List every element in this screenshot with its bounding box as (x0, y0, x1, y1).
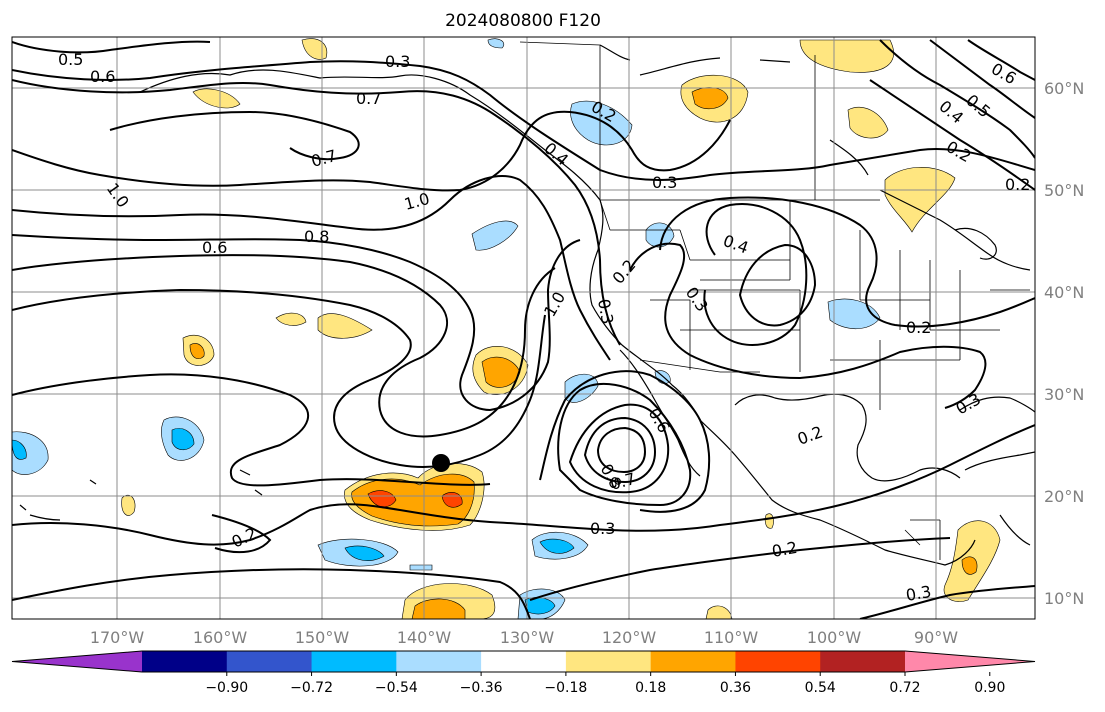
anomaly-negative (487, 38, 505, 49)
anomaly-positive (764, 513, 774, 529)
lat-label: 60°N (1044, 79, 1084, 98)
lat-label: 10°N (1044, 589, 1084, 608)
lat-label: 20°N (1044, 487, 1084, 506)
contour-label: 0.2 (1005, 175, 1030, 194)
contour-label: 0.6 (202, 238, 227, 257)
contour-label: 0.3 (594, 297, 617, 325)
colorbar-segment (565, 651, 652, 672)
anomaly-negative (12, 439, 27, 460)
colorbar-tick-label: −0.90 (205, 680, 248, 696)
colorbar-segment (481, 651, 567, 672)
colorbar-segment (650, 651, 736, 672)
lon-label: 100°W (807, 628, 862, 647)
anomaly-positive (275, 312, 307, 326)
map-panel: 0.5 0.6 0.3 0.7 0.2 0.7 1.0 1.0 0.8 0.6 … (12, 37, 1035, 619)
lon-label: 130°W (500, 628, 555, 647)
colorbar-segment (820, 651, 906, 672)
contour-label: 0.7 (356, 89, 381, 108)
contour-label: 0.3 (385, 52, 410, 71)
anomaly-positive (705, 605, 733, 619)
anomaly-negative (409, 564, 433, 571)
map-frame (11, 36, 1036, 620)
anomaly-positive (847, 106, 889, 139)
colorbar-segment (396, 651, 482, 672)
anomaly-negative (570, 100, 633, 146)
lon-label: 170°W (90, 628, 145, 647)
colorbar-tick-label: −0.36 (460, 680, 503, 696)
colorbar-tick-label: 0.90 (974, 680, 1005, 696)
contour-label: 0.3 (904, 582, 932, 605)
colorbar-tick-label: 0.72 (889, 680, 920, 696)
lon-label: 140°W (397, 628, 452, 647)
lon-label: 150°W (295, 628, 350, 647)
colorbar-segment (735, 651, 821, 672)
colorbar-segment (226, 651, 313, 672)
anomaly-positive (121, 494, 136, 516)
longitude-labels: 170°W 160°W 150°W 140°W 130°W 120°W 110°… (90, 628, 958, 647)
figure-title: 2024080800 F120 (445, 11, 601, 31)
anomaly-positive (884, 167, 956, 233)
anomaly-positive (961, 556, 978, 575)
storm-position-dot (432, 454, 450, 472)
colorbar-outline (11, 650, 1036, 673)
colorbar: −0.90 −0.72 −0.54 −0.36 −0.18 0.18 0.36 0.54 0.7… (11, 650, 1036, 696)
contour-label: 0.2 (906, 318, 931, 337)
anomaly-positive (192, 88, 241, 109)
lat-label: 50°N (1044, 181, 1084, 200)
anomaly-negative (171, 428, 195, 451)
lon-label: 110°W (704, 628, 759, 647)
anomaly-negative (12, 431, 49, 475)
anomaly-positive (189, 343, 205, 359)
colorbar-tick-label: 0.18 (635, 680, 666, 696)
contour-label: 0.5 (58, 50, 83, 69)
latitude-labels: 60°N 50°N 40°N 30°N 20°N 10°N (1044, 79, 1084, 608)
lon-label: 120°W (602, 628, 657, 647)
lon-label: 90°W (914, 628, 958, 647)
colorbar-tick-label: −0.54 (375, 680, 418, 696)
anomaly-positive (317, 313, 373, 339)
contour-label: 0.3 (652, 173, 677, 192)
anomaly-negative (344, 545, 385, 561)
anomaly-positive (411, 598, 466, 619)
colorbar-tick-label: 0.36 (720, 680, 751, 696)
contour-lines (12, 39, 1035, 619)
colorbar-tick-label: 0.54 (805, 680, 836, 696)
colorbar-segment (142, 651, 228, 672)
colorbar-extend-low (12, 651, 142, 672)
colorbar-tick-label: −0.72 (290, 680, 333, 696)
anomaly-positive (367, 490, 397, 508)
contour-label: 0.6 (90, 67, 115, 86)
political-borders (519, 41, 1030, 560)
colorbar-extend-high (905, 651, 1035, 672)
lat-label: 30°N (1044, 385, 1084, 404)
contour-label: 0.8 (304, 227, 329, 246)
colorbar-tick-label: −0.18 (544, 680, 587, 696)
contour-label: 0.3 (590, 519, 615, 538)
anomaly-positive (301, 38, 328, 60)
anomaly-negative (539, 538, 575, 554)
colorbar-segment (311, 651, 397, 672)
lat-label: 40°N (1044, 283, 1084, 302)
anomaly-negative (471, 220, 519, 251)
coastlines (19, 44, 1035, 566)
lon-label: 160°W (193, 628, 248, 647)
contour-label: 0.2 (770, 538, 798, 561)
